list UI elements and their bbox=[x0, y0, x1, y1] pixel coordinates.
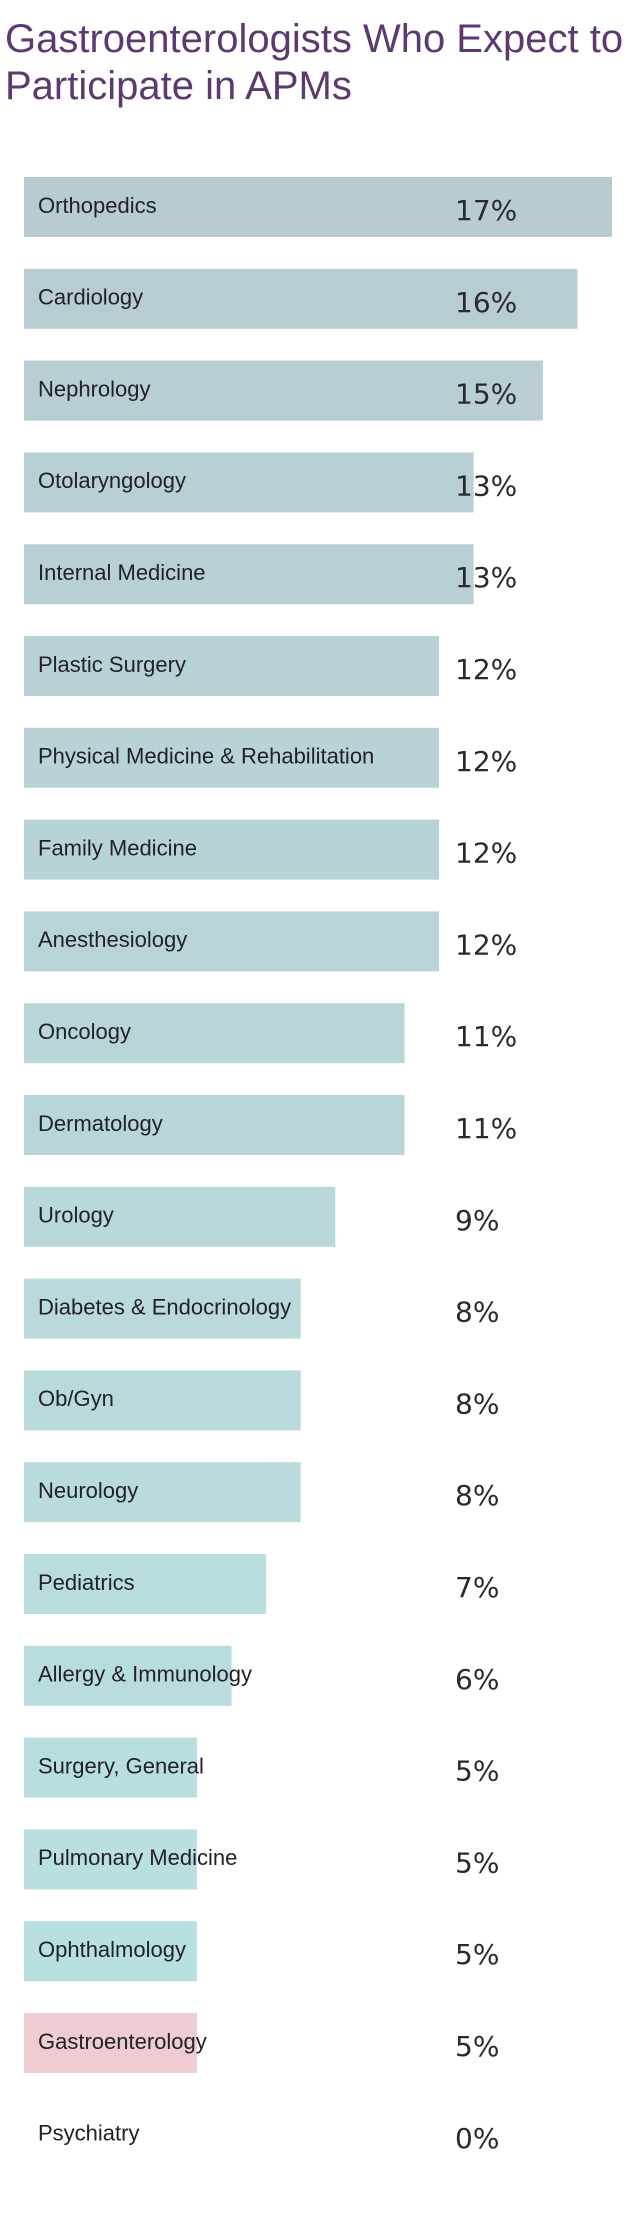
bar-gastroenterology bbox=[24, 2013, 197, 2073]
bar-cardiology bbox=[24, 268, 578, 329]
value-label-surgery-general: 5% bbox=[455, 1755, 499, 1788]
bar-oncology bbox=[24, 1003, 405, 1064]
value-label-psychiatry: 0% bbox=[455, 2122, 499, 2155]
bar-neurology bbox=[24, 1462, 301, 1523]
category-label-surgery-general: Surgery, General bbox=[38, 1753, 204, 1778]
bar-ob-gyn bbox=[24, 1370, 301, 1431]
category-label-ob-gyn: Ob/Gyn bbox=[38, 1386, 114, 1411]
bar-plastic-surgery bbox=[24, 636, 440, 696]
category-label-internal-medicine: Internal Medicine bbox=[38, 560, 206, 585]
category-label-nephrology: Nephrology bbox=[38, 376, 151, 401]
category-label-pediatrics: Pediatrics bbox=[38, 1570, 135, 1595]
value-label-allergy-and-immunology: 6% bbox=[455, 1663, 499, 1696]
bar-allergy-and-immunology bbox=[24, 1645, 232, 1706]
bar-nephrology bbox=[24, 360, 543, 421]
value-label-orthopedics: 17% bbox=[455, 194, 517, 227]
category-label-anesthesiology: Anesthesiology bbox=[38, 927, 187, 952]
value-label-internal-medicine: 13% bbox=[455, 561, 517, 594]
category-label-cardiology: Cardiology bbox=[38, 285, 143, 310]
bar-diabetes-and-endocrinology bbox=[24, 1278, 301, 1339]
category-label-otolaryngology: Otolaryngology bbox=[38, 468, 186, 493]
value-label-anesthesiology: 12% bbox=[455, 928, 517, 961]
bar-family-medicine bbox=[24, 819, 440, 880]
bar-internal-medicine bbox=[24, 544, 474, 605]
bar-otolaryngology bbox=[24, 452, 474, 513]
value-label-ophthalmology: 5% bbox=[455, 1938, 499, 1971]
category-label-psychiatry: Psychiatry bbox=[38, 2121, 139, 2146]
value-label-ob-gyn: 8% bbox=[455, 1387, 499, 1420]
bar-ophthalmology bbox=[24, 1921, 197, 1982]
category-label-pulmonary-medicine: Pulmonary Medicine bbox=[38, 1845, 237, 1870]
chart-title: Gastroenterologists Who Expect to Partic… bbox=[5, 17, 624, 108]
bar-urology bbox=[24, 1186, 336, 1247]
value-label-otolaryngology: 13% bbox=[455, 469, 517, 502]
value-label-plastic-surgery: 12% bbox=[455, 653, 517, 686]
bar-surgery-general bbox=[24, 1737, 197, 1798]
value-label-gastroenterology: 5% bbox=[455, 2030, 499, 2063]
value-label-oncology: 11% bbox=[455, 1020, 517, 1053]
bar-pulmonary-medicine bbox=[24, 1829, 197, 1890]
value-label-physical-medicine-and-rehabilitation: 12% bbox=[455, 745, 517, 778]
value-label-dermatology: 11% bbox=[455, 1112, 517, 1145]
category-label-orthopedics: Orthopedics bbox=[38, 193, 157, 218]
value-label-diabetes-and-endocrinology: 8% bbox=[455, 1296, 499, 1329]
value-label-cardiology: 16% bbox=[455, 286, 517, 319]
value-label-family-medicine: 12% bbox=[455, 837, 517, 870]
bar-anesthesiology bbox=[24, 911, 440, 972]
category-label-ophthalmology: Ophthalmology bbox=[38, 1937, 186, 1962]
category-label-urology: Urology bbox=[38, 1203, 114, 1228]
category-label-allergy-and-immunology: Allergy & Immunology bbox=[38, 1662, 252, 1687]
category-label-neurology: Neurology bbox=[38, 1478, 138, 1503]
value-label-neurology: 8% bbox=[455, 1479, 499, 1512]
bar-orthopedics bbox=[24, 177, 612, 237]
value-label-urology: 9% bbox=[455, 1204, 499, 1237]
value-label-nephrology: 15% bbox=[455, 378, 517, 411]
value-label-pediatrics: 7% bbox=[455, 1571, 499, 1604]
category-label-gastroenterology: Gastroenterology bbox=[38, 2029, 207, 2054]
category-label-plastic-surgery: Plastic Surgery bbox=[38, 652, 186, 677]
category-label-family-medicine: Family Medicine bbox=[38, 835, 197, 860]
category-label-physical-medicine-and-rehabilitation: Physical Medicine & Rehabilitation bbox=[38, 744, 374, 769]
bar-pediatrics bbox=[24, 1554, 267, 1614]
bar-physical-medicine-and-rehabilitation bbox=[24, 727, 440, 788]
category-label-diabetes-and-endocrinology: Diabetes & Endocrinology bbox=[38, 1294, 291, 1319]
category-label-oncology: Oncology bbox=[38, 1019, 131, 1044]
category-label-dermatology: Dermatology bbox=[38, 1111, 163, 1136]
bar-dermatology bbox=[24, 1095, 405, 1155]
value-label-pulmonary-medicine: 5% bbox=[455, 1846, 499, 1879]
